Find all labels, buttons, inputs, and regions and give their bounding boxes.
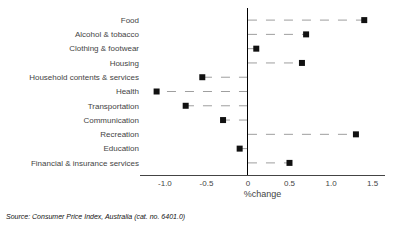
svg-text:Source: Consumer Price Index,: Source: Consumer Price Index, Australia … [6, 213, 185, 221]
svg-text:0.5: 0.5 [284, 179, 296, 188]
svg-text:Education: Education [103, 144, 139, 153]
svg-text:Communication: Communication [83, 116, 139, 125]
svg-text:Transportation: Transportation [88, 102, 139, 111]
svg-text:-0.5: -0.5 [200, 179, 214, 188]
svg-text:1.0: 1.0 [325, 179, 337, 188]
svg-text:-1.0: -1.0 [158, 179, 172, 188]
svg-text:Household contents & services: Household contents & services [29, 73, 139, 82]
svg-text:Health: Health [116, 87, 139, 96]
svg-text:%change: %change [244, 189, 282, 199]
svg-text:Alcohol & tobacco: Alcohol & tobacco [75, 30, 140, 39]
svg-text:Housing: Housing [110, 59, 139, 68]
svg-text:Clothing & footwear: Clothing & footwear [69, 44, 139, 53]
svg-text:Food: Food [121, 16, 139, 25]
svg-text:1.5: 1.5 [367, 179, 379, 188]
svg-text:0: 0 [246, 179, 251, 188]
svg-text:Recreation: Recreation [100, 130, 139, 139]
svg-text:Financial & insurance services: Financial & insurance services [31, 159, 139, 168]
